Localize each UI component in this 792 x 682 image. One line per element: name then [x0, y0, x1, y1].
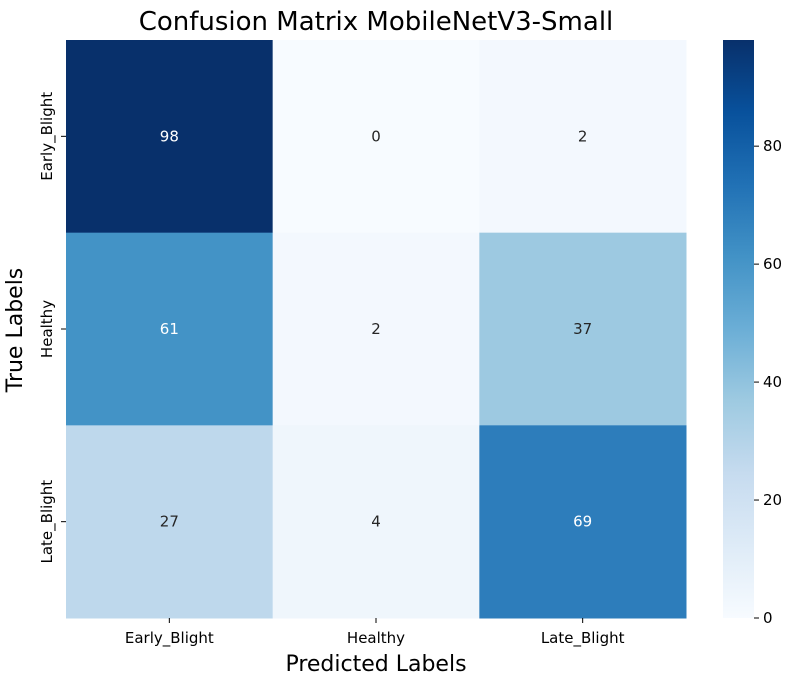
- cell-value-label: 37: [573, 320, 592, 338]
- colorbar-gradient: [723, 40, 754, 618]
- colorbar-tick-label: 0: [763, 609, 773, 627]
- heatmap-cell: [272, 425, 480, 619]
- x-tick-label: Late_Blight: [541, 629, 625, 648]
- chart-title: Confusion Matrix MobileNetV3-Small: [139, 7, 614, 37]
- colorbar: 0 20 40 60 80: [723, 40, 782, 627]
- x-axis-ticks: Early_Blight Healthy Late_Blight: [125, 618, 625, 648]
- heatmap-cell: [66, 40, 274, 234]
- y-tick-label: Healthy: [38, 300, 56, 358]
- colorbar-tick-label: 80: [763, 137, 782, 155]
- cell-value-label: 2: [578, 127, 588, 145]
- heatmap-cell: [66, 232, 274, 426]
- cell-value-label: 98: [160, 127, 179, 145]
- colorbar-tick-label: 20: [763, 491, 782, 509]
- heatmap-cell: [66, 425, 274, 619]
- heatmap-cell: [272, 232, 480, 426]
- cell-value-label: 61: [160, 320, 179, 338]
- x-tick-label: Healthy: [347, 629, 405, 647]
- x-tick-label: Early_Blight: [125, 629, 214, 648]
- y-axis-label: True Labels: [3, 268, 28, 394]
- cell-value-label: 69: [573, 513, 592, 531]
- y-axis-ticks: Early_Blight Healthy Late_Blight: [38, 92, 66, 564]
- cell-value-label: 27: [160, 513, 179, 531]
- heatmap-cells: 98 0 2 61 2 37 27 4 69: [66, 40, 687, 619]
- y-tick-label: Early_Blight: [38, 92, 57, 181]
- cell-value-label: 0: [371, 127, 381, 145]
- cell-value-label: 2: [371, 320, 381, 338]
- colorbar-tick-label: 60: [763, 255, 782, 273]
- heatmap-cell: [479, 232, 687, 426]
- heatmap-cell: [272, 40, 480, 234]
- heatmap-cell: [479, 40, 687, 234]
- heatmap-cell: [479, 425, 687, 619]
- x-axis-label: Predicted Labels: [285, 652, 466, 677]
- cell-value-label: 4: [371, 513, 381, 531]
- y-tick-label: Late_Blight: [38, 480, 57, 564]
- colorbar-tick-label: 40: [763, 373, 782, 391]
